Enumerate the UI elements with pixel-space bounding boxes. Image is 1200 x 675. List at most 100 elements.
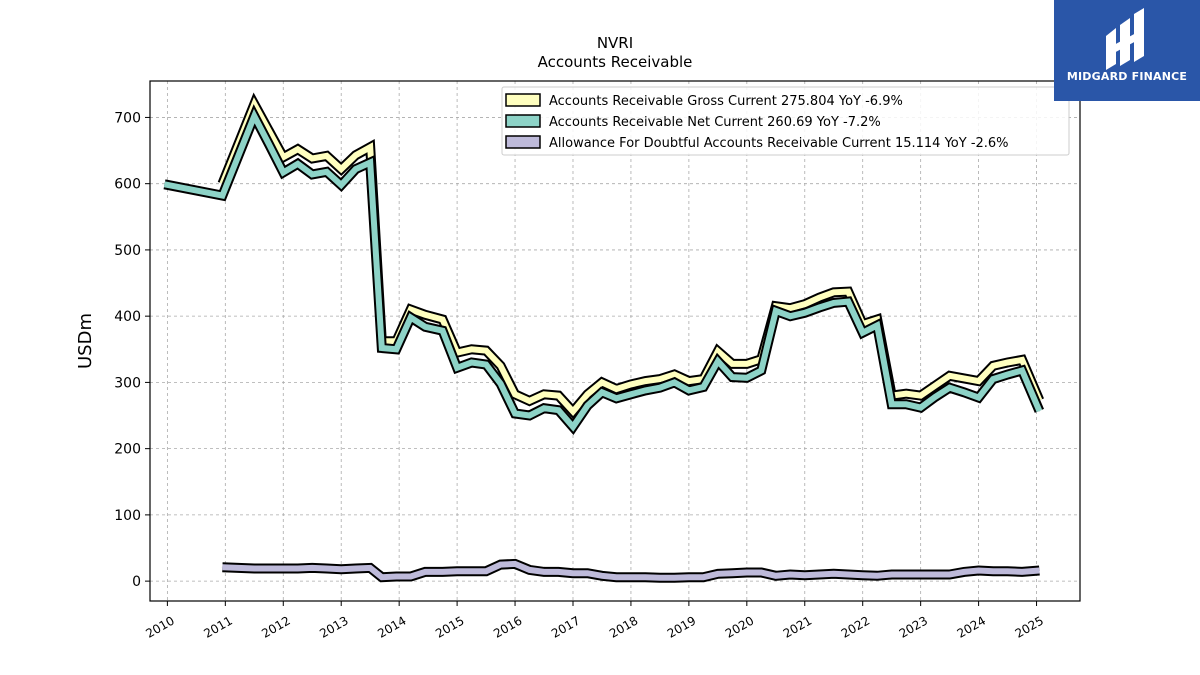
data-point	[340, 184, 342, 186]
data-point	[717, 573, 719, 575]
series-line	[222, 560, 1040, 581]
midgard-finance-logo: MIDGARD FINANCE	[1054, 0, 1200, 101]
data-point	[326, 155, 328, 157]
data-point	[163, 183, 166, 185]
data-point	[804, 303, 806, 305]
data-point	[381, 347, 383, 349]
data-point	[221, 566, 223, 568]
data-point	[891, 403, 893, 405]
data-point	[978, 397, 980, 399]
data-point	[644, 380, 647, 382]
series-layer	[163, 92, 1044, 583]
data-point	[395, 348, 397, 350]
logo-text: MIDGARD FINANCE	[1066, 70, 1188, 83]
data-point	[311, 567, 313, 569]
data-point	[746, 377, 748, 379]
x-tick-label: 2013	[317, 613, 350, 640]
data-point	[456, 352, 458, 354]
data-point	[572, 572, 574, 574]
data-point	[268, 130, 270, 132]
data-point	[920, 395, 922, 397]
data-point	[340, 568, 342, 570]
data-point	[833, 291, 835, 293]
data-point	[659, 387, 661, 389]
data-point	[1007, 361, 1009, 364]
data-point	[775, 310, 777, 312]
data-point	[905, 403, 907, 405]
data-point	[673, 577, 676, 579]
data-point	[297, 163, 299, 165]
data-point	[355, 154, 357, 156]
data-point	[355, 168, 357, 170]
data-point	[442, 318, 444, 321]
data-point	[673, 381, 676, 383]
y-tick-label: 700	[114, 110, 141, 126]
data-point	[876, 575, 878, 577]
data-point	[424, 326, 426, 328]
data-point	[963, 391, 965, 393]
data-point	[221, 195, 223, 197]
data-point	[456, 570, 458, 572]
data-point	[557, 571, 560, 573]
x-tick-label: 2012	[259, 613, 292, 640]
x-axis-ticks: 2010 2011 2012 2013 2014 2015 2016 2017 2018 2019…	[143, 601, 1046, 641]
data-point	[702, 386, 705, 388]
data-point	[992, 365, 994, 367]
data-point	[282, 567, 284, 570]
data-point	[920, 573, 922, 576]
data-point	[688, 576, 690, 578]
data-point	[543, 407, 545, 409]
data-point	[746, 363, 748, 365]
data-point	[717, 360, 719, 362]
data-point	[514, 412, 516, 415]
data-point	[410, 316, 412, 319]
data-point	[268, 567, 270, 570]
data-point	[268, 143, 270, 145]
data-point	[485, 570, 487, 572]
data-point	[424, 571, 426, 573]
legend: Accounts Receivable Gross Current 275.80…	[501, 86, 1070, 156]
data-point	[731, 363, 733, 365]
data-point	[804, 574, 806, 576]
chart-subtitle: Accounts Receivable	[538, 53, 693, 71]
x-tick-label: 2021	[781, 613, 814, 640]
legend-swatch	[505, 114, 541, 128]
data-point	[601, 391, 603, 393]
data-point	[485, 350, 487, 352]
data-point	[818, 306, 820, 309]
data-point	[369, 567, 371, 569]
data-point	[659, 577, 661, 579]
legend-label: Allowance For Doubtful Accounts Receivab…	[549, 136, 1009, 151]
data-point	[1007, 570, 1009, 572]
data-point	[818, 297, 820, 299]
data-point	[586, 572, 589, 574]
data-point	[949, 573, 951, 576]
x-tick-label: 2024	[955, 613, 988, 640]
x-tick-label: 2018	[607, 613, 640, 640]
data-point	[731, 572, 733, 574]
data-point	[369, 146, 371, 148]
y-tick-label: 0	[132, 574, 141, 590]
data-point	[253, 115, 255, 117]
data-point	[847, 291, 849, 293]
data-point	[369, 161, 371, 164]
data-point	[500, 383, 502, 385]
x-tick-label: 2022	[839, 613, 872, 640]
data-point	[934, 573, 936, 576]
data-point	[253, 567, 255, 570]
data-point	[355, 567, 357, 570]
data-point	[1038, 410, 1040, 412]
y-tick-label: 600	[114, 177, 141, 193]
data-point	[543, 393, 545, 395]
legend-label: Accounts Receivable Gross Current 275.80…	[549, 94, 903, 109]
data-point	[471, 361, 473, 364]
data-point	[978, 569, 980, 572]
data-point	[253, 103, 255, 105]
data-point	[992, 570, 994, 572]
data-point	[557, 395, 560, 397]
data-point	[905, 573, 907, 576]
y-axis-ticks: 0 100 200 300 400 500 600 700	[114, 110, 150, 590]
legend-label: Accounts Receivable Net Current 260.69 Y…	[549, 115, 881, 130]
data-point	[326, 171, 328, 173]
